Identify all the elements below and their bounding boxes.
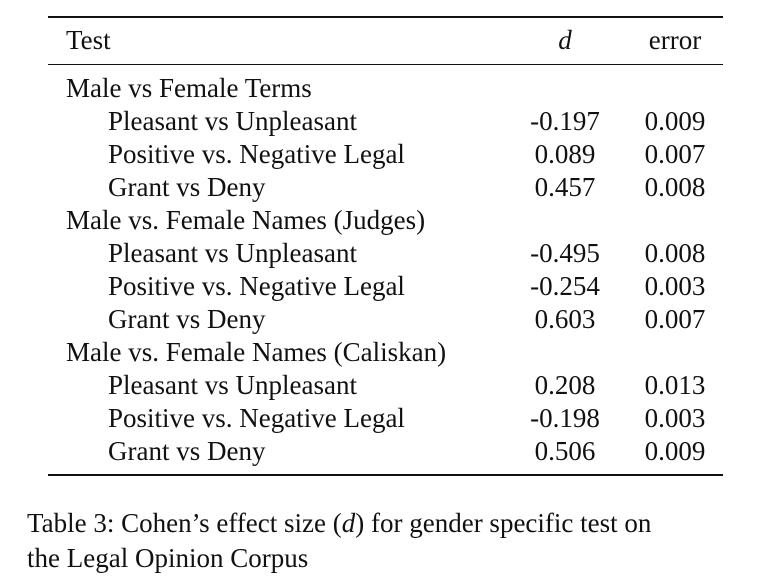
table-row-d: 0.506 <box>534 436 596 466</box>
table-row-test: Grant vs Deny <box>108 172 266 202</box>
table-row-d: 0.208 <box>534 370 596 400</box>
caption-suffix: ) for gender specific test on <box>355 508 652 538</box>
top-rule <box>48 16 723 18</box>
header-rule <box>48 64 723 65</box>
table-row-d: 0.089 <box>534 139 596 169</box>
table-row-error: 0.009 <box>644 436 706 466</box>
table-row-error: 0.013 <box>644 370 706 400</box>
table-row-test: Positive vs. Negative Legal <box>108 403 405 433</box>
table-row-error: 0.007 <box>644 304 706 334</box>
bottom-rule <box>48 474 723 476</box>
table-row-d: -0.198 <box>530 403 600 433</box>
table-row-d: -0.254 <box>530 271 600 301</box>
caption-prefix: Table 3: Cohen’s effect size ( <box>27 508 342 538</box>
table-caption: Table 3: Cohen’s effect size (d) for gen… <box>27 506 752 576</box>
table-row-error: 0.007 <box>644 139 706 169</box>
table-row-test: Pleasant vs Unpleasant <box>108 106 357 136</box>
table-row-test: Grant vs Deny <box>108 304 266 334</box>
table-row-d: -0.197 <box>530 106 600 136</box>
group-title: Male vs Female Terms <box>66 73 312 103</box>
table-row-d: 0.457 <box>534 172 596 202</box>
group-title: Male vs. Female Names (Judges) <box>66 205 426 235</box>
table-row-error: 0.003 <box>644 271 706 301</box>
table-row-d: 0.603 <box>534 304 596 334</box>
caption-line-2: the Legal Opinion Corpus <box>27 543 309 573</box>
table-row-test: Positive vs. Negative Legal <box>108 139 405 169</box>
table-row-test: Positive vs. Negative Legal <box>108 271 405 301</box>
table-row-error: 0.008 <box>644 238 706 268</box>
table-row-test: Grant vs Deny <box>108 436 266 466</box>
table-row-error: 0.008 <box>644 172 706 202</box>
caption-line-1: Table 3: Cohen’s effect size (d) for gen… <box>27 506 752 541</box>
caption-symbol: d <box>341 508 356 538</box>
table-row-error: 0.003 <box>644 403 706 433</box>
header-d: d <box>558 25 572 55</box>
header-error: error <box>648 25 702 55</box>
table-row-error: 0.009 <box>644 106 706 136</box>
header-test: Test <box>66 25 111 55</box>
table-row-test: Pleasant vs Unpleasant <box>108 238 357 268</box>
group-title: Male vs. Female Names (Caliskan) <box>66 337 447 367</box>
table-row-d: -0.495 <box>530 238 600 268</box>
table-row-test: Pleasant vs Unpleasant <box>108 370 357 400</box>
